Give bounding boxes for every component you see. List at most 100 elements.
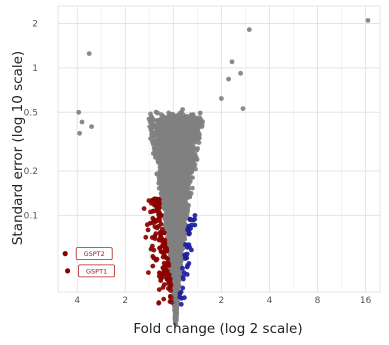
point-nonsignificant	[165, 207, 171, 213]
gene-label-box	[75, 247, 113, 261]
point-outlier	[240, 106, 246, 111]
point-outlier	[89, 124, 94, 129]
point-nonsignificant	[185, 145, 191, 151]
point-down-regulated	[146, 270, 151, 275]
point-down-regulated	[152, 233, 158, 239]
point-nonsignificant	[176, 158, 182, 164]
point-nonsignificant	[190, 175, 195, 181]
point-nonsignificant	[162, 141, 167, 147]
annotated-gene-point	[62, 251, 68, 257]
point-nonsignificant	[169, 138, 175, 144]
point-nonsignificant	[196, 120, 202, 126]
point-down-regulated	[153, 218, 159, 224]
point-up-regulated	[178, 301, 184, 307]
point-up-regulated	[184, 272, 190, 277]
point-nonsignificant	[172, 303, 178, 309]
point-up-regulated	[177, 291, 183, 296]
point-nonsignificant	[177, 244, 182, 249]
point-down-regulated	[157, 218, 163, 224]
point-down-regulated	[156, 287, 162, 292]
point-nonsignificant	[154, 118, 160, 123]
point-down-regulated	[143, 234, 149, 240]
point-nonsignificant	[173, 237, 179, 243]
point-nonsignificant	[167, 183, 173, 189]
point-nonsignificant	[178, 204, 184, 209]
point-nonsignificant	[197, 110, 203, 116]
point-down-regulated	[156, 300, 162, 306]
point-down-regulated	[150, 263, 156, 269]
point-nonsignificant	[163, 221, 169, 227]
point-nonsignificant	[162, 115, 168, 121]
point-nonsignificant	[173, 292, 179, 298]
point-up-regulated	[185, 226, 191, 232]
gene-label: GSPT2	[84, 250, 105, 258]
point-nonsignificant	[191, 157, 197, 163]
point-nonsignificant	[172, 251, 177, 257]
point-nonsignificant	[179, 194, 185, 200]
point-nonsignificant	[176, 139, 182, 144]
point-nonsignificant	[177, 143, 183, 149]
point-down-regulated	[156, 206, 161, 211]
point-nonsignificant	[173, 232, 179, 238]
point-down-regulated	[159, 249, 165, 255]
point-nonsignificant	[157, 168, 163, 174]
point-down-regulated	[157, 270, 162, 276]
point-up-regulated	[180, 285, 186, 291]
point-down-regulated	[166, 286, 171, 291]
point-down-regulated	[166, 272, 172, 278]
point-nonsignificant	[153, 109, 159, 115]
point-nonsignificant	[170, 179, 176, 185]
y-tick-label: 0.5	[24, 108, 38, 118]
point-nonsignificant	[173, 144, 179, 150]
point-nonsignificant	[148, 127, 154, 133]
point-down-regulated	[161, 296, 167, 302]
point-down-regulated	[156, 273, 162, 279]
point-nonsignificant	[159, 175, 165, 181]
point-nonsignificant	[175, 123, 181, 128]
point-down-regulated	[162, 230, 167, 236]
x-tick-label: 2	[219, 296, 225, 306]
point-nonsignificant	[174, 298, 180, 304]
point-down-regulated	[168, 282, 174, 288]
point-nonsignificant	[168, 247, 174, 252]
point-nonsignificant	[160, 153, 165, 159]
point-nonsignificant	[162, 212, 168, 218]
point-nonsignificant	[175, 177, 181, 183]
point-nonsignificant	[178, 185, 184, 191]
point-nonsignificant	[177, 199, 183, 205]
point-down-regulated	[145, 227, 151, 233]
gene-label: GSPT1	[86, 267, 107, 275]
point-up-regulated	[186, 231, 192, 237]
point-nonsignificant	[170, 111, 176, 117]
x-tick-label: 16	[360, 296, 372, 306]
point-nonsignificant	[178, 216, 184, 222]
y-tick-label: 2	[32, 20, 38, 30]
point-nonsignificant	[174, 255, 180, 261]
point-up-regulated	[192, 213, 198, 218]
point-nonsignificant	[152, 138, 157, 144]
point-nonsignificant	[166, 133, 172, 139]
point-down-regulated	[169, 299, 175, 305]
point-nonsignificant	[151, 130, 157, 136]
point-nonsignificant	[163, 124, 168, 130]
point-nonsignificant	[172, 172, 178, 178]
point-nonsignificant	[196, 140, 202, 146]
point-nonsignificant	[178, 117, 184, 123]
point-down-regulated	[163, 244, 168, 250]
point-nonsignificant	[173, 315, 179, 320]
point-nonsignificant	[150, 151, 156, 156]
point-outlier	[77, 130, 82, 136]
point-nonsignificant	[161, 158, 166, 163]
point-nonsignificant	[192, 139, 198, 145]
point-down-regulated	[168, 295, 174, 300]
point-nonsignificant	[162, 202, 168, 208]
point-down-regulated	[162, 270, 168, 276]
point-nonsignificant	[166, 110, 172, 116]
point-nonsignificant	[189, 116, 195, 121]
point-nonsignificant	[186, 157, 191, 162]
point-down-regulated	[164, 276, 170, 282]
point-outlier	[365, 18, 371, 23]
point-down-regulated	[157, 245, 163, 251]
point-up-regulated	[185, 263, 191, 268]
point-up-regulated	[187, 217, 193, 223]
